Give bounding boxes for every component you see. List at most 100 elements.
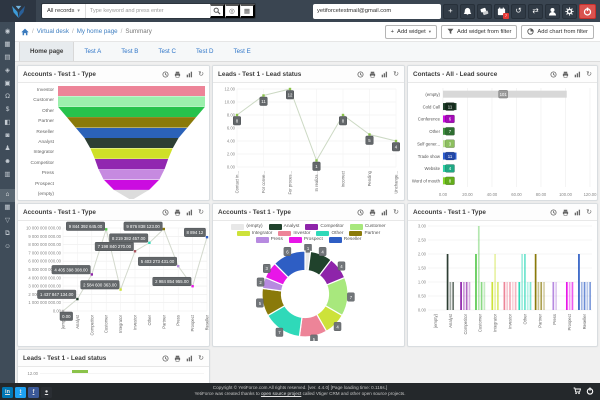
home-breadcrumb-icon[interactable]	[21, 28, 29, 36]
add-widget-button[interactable]: + Add widget ▾	[384, 24, 437, 39]
refresh-icon[interactable]: ↻	[198, 208, 204, 216]
advanced-search-button[interactable]: ◎	[224, 4, 240, 18]
refresh-icon[interactable]: ↻	[586, 208, 592, 216]
refresh-icon[interactable]: ↻	[586, 70, 592, 78]
sidebar-item-helpdesk-icon[interactable]: Ω	[0, 91, 15, 104]
refresh-icon[interactable]: ↻	[198, 70, 204, 78]
tab-home-page[interactable]: Home page	[19, 42, 75, 61]
chart-type-icon[interactable]	[381, 209, 388, 216]
sidebar-item-dashboard-icon[interactable]: ◉	[0, 26, 15, 39]
calendar-button[interactable]: 7	[494, 3, 509, 19]
sidebar-item-contacts-icon[interactable]: ▤	[0, 52, 15, 65]
print-icon[interactable]	[174, 71, 181, 78]
print-icon[interactable]	[369, 209, 376, 216]
svg-text:40.00: 40.00	[487, 192, 498, 197]
legend-item[interactable]: Customer	[349, 224, 386, 230]
tab-test-e[interactable]: Test E	[233, 48, 251, 55]
add-chart-from-filter-button[interactable]: Add chart from filter	[521, 24, 594, 39]
refresh-interval-icon[interactable]	[162, 208, 169, 216]
refresh-interval-icon[interactable]	[550, 70, 557, 78]
history-button[interactable]: ↺	[511, 3, 526, 19]
chart-type-icon[interactable]	[186, 71, 193, 78]
legend-item[interactable]: Prospect	[288, 237, 323, 243]
refresh-icon[interactable]: ↻	[198, 354, 204, 362]
refresh-interval-icon[interactable]	[162, 354, 169, 362]
legend-item[interactable]: Other	[316, 230, 343, 236]
tags-button[interactable]	[477, 3, 492, 19]
user-email-field[interactable]	[313, 3, 441, 19]
sidebar-item-analytics-icon[interactable]: ◧	[0, 117, 15, 130]
add-record-button[interactable]: +	[443, 3, 458, 19]
legend-item[interactable]: (empty)	[231, 224, 263, 230]
chart-type-icon[interactable]	[186, 209, 193, 216]
sidebar-item-documents-icon[interactable]: ⧉	[0, 228, 15, 241]
print-icon[interactable]	[174, 355, 181, 362]
sidebar-item-marketing-icon[interactable]: ◈	[0, 65, 15, 78]
refresh-interval-icon[interactable]	[357, 70, 364, 78]
records-filter-select[interactable]: All records ▾	[42, 4, 86, 18]
legend-item[interactable]: Reseller	[328, 237, 361, 243]
linkedin-icon[interactable]: in	[2, 387, 13, 398]
legend-item[interactable]: Integrator	[236, 230, 272, 236]
yetiforce-logo[interactable]	[0, 0, 36, 22]
widget-title: Accounts - Test 1 - Type	[218, 208, 291, 216]
sidebar-item-permissions-icon[interactable]: ◙	[0, 130, 15, 143]
sidebar-item-hr-icon[interactable]: ♟	[0, 143, 15, 156]
add-widget-from-filter-button[interactable]: Add widget from filter	[440, 24, 518, 39]
github-icon[interactable]: ●	[41, 387, 52, 398]
print-icon[interactable]	[562, 209, 569, 216]
sidebar-item-support-icon[interactable]: ☻	[0, 156, 15, 169]
legend-swatch	[328, 237, 342, 243]
tab-test-c[interactable]: Test C	[158, 48, 176, 55]
refresh-icon[interactable]: ↻	[393, 208, 399, 216]
sidebar-item-home-icon[interactable]: ⌂	[0, 189, 15, 202]
legend-item[interactable]: Investor	[278, 230, 310, 236]
sidebar-item-database-icon[interactable]: ▦	[0, 202, 15, 215]
sidebar-item-profile-icon[interactable]: ☺	[0, 241, 15, 254]
search-input[interactable]	[85, 4, 210, 18]
print-icon[interactable]	[174, 209, 181, 216]
twitter-icon[interactable]: t	[15, 387, 26, 398]
search-button[interactable]	[209, 4, 225, 18]
open-source-link[interactable]: open source project	[260, 391, 302, 397]
print-icon[interactable]	[562, 71, 569, 78]
svg-text:Self gener...: Self gener...	[417, 141, 440, 146]
settings-button[interactable]	[562, 3, 577, 19]
breadcrumb-link-my-home-page[interactable]: My home page	[76, 28, 118, 35]
switch-user-button[interactable]: ⇄	[528, 3, 543, 19]
logout-button[interactable]	[579, 3, 596, 19]
legend-item[interactable]: Partner	[349, 230, 380, 236]
widget-header-icons: ↻	[162, 355, 204, 362]
legend-item[interactable]: Press	[255, 237, 283, 243]
yetiforce-logo-icon	[11, 5, 25, 18]
breadcrumb-link-virtual-desk[interactable]: Virtual desk	[36, 28, 69, 35]
tab-test-d[interactable]: Test D	[195, 48, 214, 55]
sidebar-item-filters-icon[interactable]: ▽	[0, 215, 15, 228]
apps-menu-button[interactable]: ▦	[239, 4, 255, 18]
notifications-button[interactable]	[460, 3, 475, 19]
chart-type-icon[interactable]	[186, 355, 193, 362]
refresh-interval-icon[interactable]	[550, 208, 557, 216]
chart-type-icon[interactable]	[574, 71, 581, 78]
print-icon[interactable]	[369, 71, 376, 78]
sidebar-item-finances-icon[interactable]: ▥	[0, 169, 15, 182]
refresh-interval-icon[interactable]	[162, 70, 169, 78]
legend-item[interactable]: Competitor	[305, 224, 344, 230]
chart-type-icon[interactable]	[574, 209, 581, 216]
refresh-icon[interactable]: ↻	[393, 70, 399, 78]
power-icon[interactable]	[586, 387, 594, 395]
sidebar-item-projects-icon[interactable]: ▣	[0, 78, 15, 91]
facebook-icon[interactable]: f	[28, 387, 39, 398]
profile-button[interactable]	[545, 3, 560, 19]
sidebar-item-sales-icon[interactable]: $	[0, 104, 15, 117]
tab-test-a[interactable]: Test A	[84, 48, 102, 55]
cart-icon[interactable]	[573, 387, 581, 395]
svg-text:20.00: 20.00	[462, 192, 473, 197]
refresh-interval-icon[interactable]	[357, 208, 364, 216]
tab-test-b[interactable]: Test B	[121, 48, 139, 55]
widget-card: Leads - Test 1 - Lead status ↻ 0.00 2.00 4.0…	[212, 65, 405, 201]
chart-type-icon[interactable]	[381, 71, 388, 78]
legend-item[interactable]: Analyst	[268, 224, 299, 230]
sidebar-item-companies-icon[interactable]: ▦	[0, 39, 15, 52]
svg-text:80.00: 80.00	[536, 192, 547, 197]
